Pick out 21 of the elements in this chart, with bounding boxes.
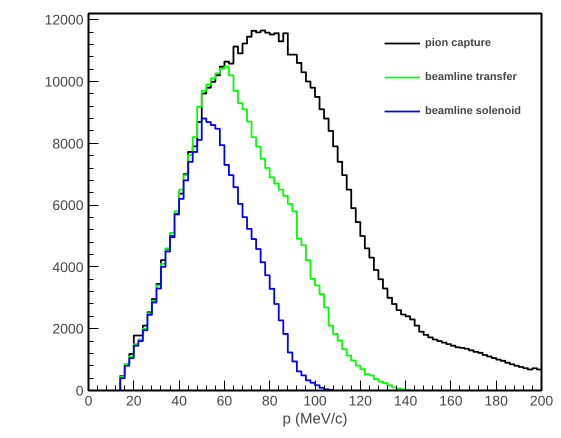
legend-label: beamline transfer: [425, 71, 517, 83]
x-tick-label: 180: [484, 392, 508, 408]
x-tick-label: 20: [126, 392, 142, 408]
x-tick-label: 60: [216, 392, 232, 408]
y-tick-label: 0: [76, 382, 84, 398]
x-tick-label: 100: [303, 392, 327, 408]
x-tick-label: 120: [348, 392, 372, 408]
y-tick-label: 2000: [52, 320, 84, 337]
x-tick-label: 80: [262, 392, 278, 408]
x-tick-label: 40: [171, 392, 188, 408]
legend-label: beamline solenoid: [425, 105, 521, 117]
x-tick-label: 140: [394, 392, 418, 408]
y-tick-label: 12000: [44, 12, 84, 28]
y-tick-label: 4000: [52, 258, 84, 275]
legend-label: pion capture: [425, 37, 492, 49]
x-tick-label: 160: [439, 392, 463, 408]
y-tick-label: 8000: [52, 135, 84, 152]
y-tick-label: 6000: [52, 197, 84, 214]
x-tick-label: 200: [530, 392, 554, 408]
y-tick-label: 10000: [44, 73, 84, 90]
x-axis-title: p (MeV/c): [282, 410, 348, 428]
